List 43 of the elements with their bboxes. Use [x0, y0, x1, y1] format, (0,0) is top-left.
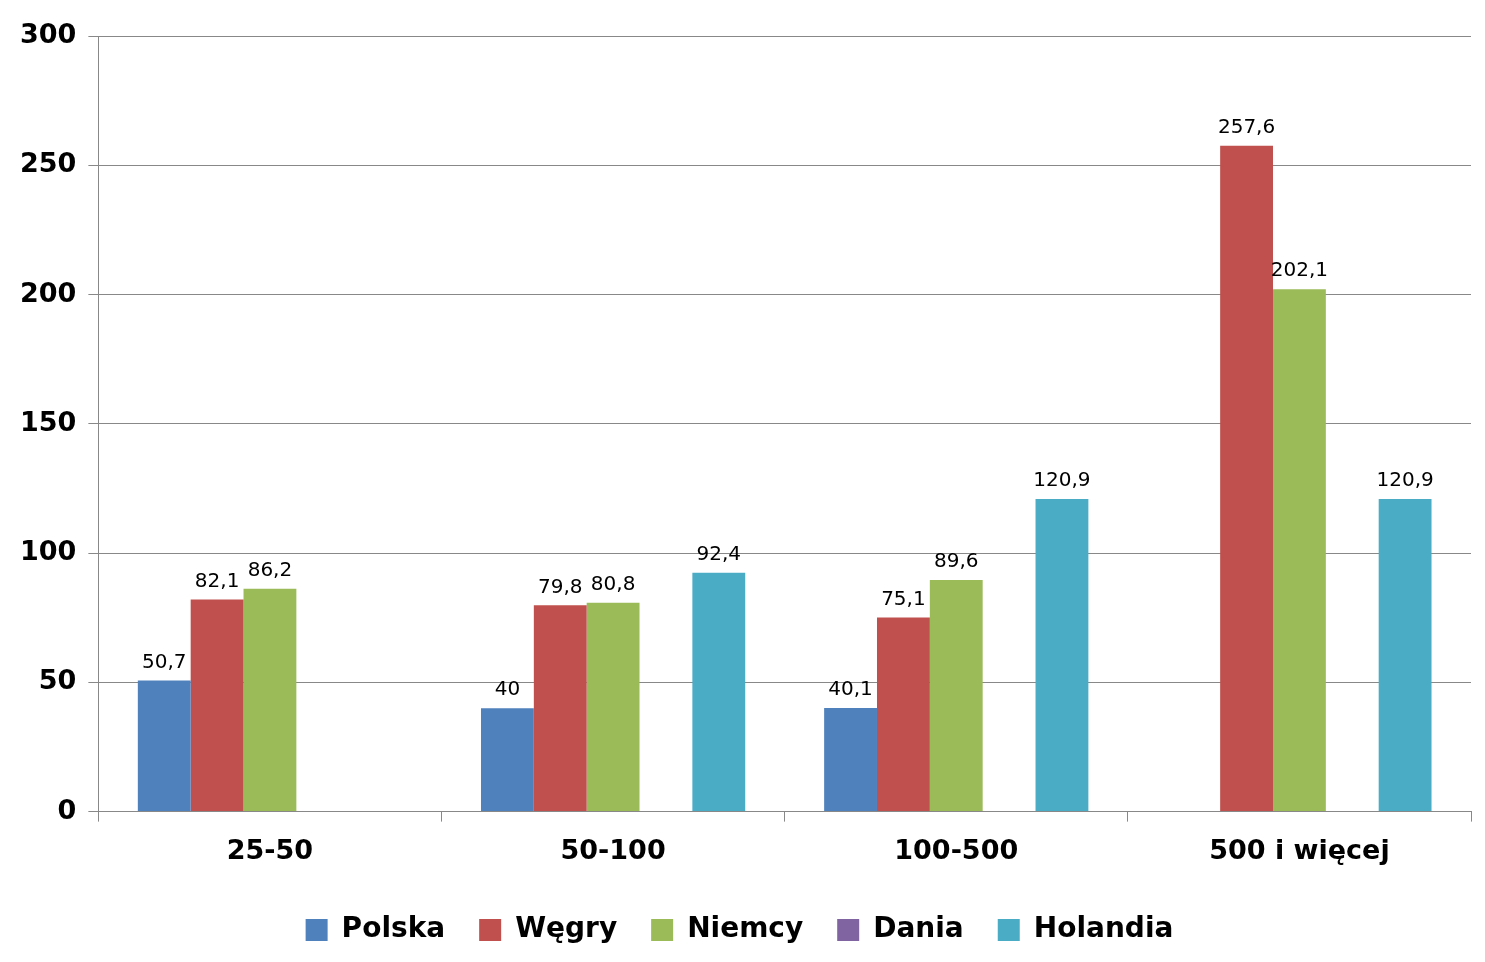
y-tick-label: 200 [19, 276, 77, 308]
bar [876, 617, 930, 812]
bar [480, 708, 534, 812]
bar [692, 572, 746, 812]
data-label: 89,6 [933, 548, 979, 573]
x-tick-label: 100-500 [894, 833, 1019, 865]
bar [243, 588, 297, 812]
bar [1220, 145, 1273, 812]
y-tick-label: 0 [57, 793, 77, 825]
bar [1273, 289, 1326, 812]
x-tick-label: 25-50 [226, 833, 314, 865]
y-tick-label: 300 [19, 18, 77, 50]
data-label: 120,9 [1033, 467, 1091, 492]
bar [190, 599, 244, 812]
x-tick-label: 500 i więcej [1209, 833, 1390, 865]
legend-label: Węgry [515, 911, 618, 945]
data-label: 40 [494, 676, 521, 701]
legend-label: Niemcy [687, 911, 804, 945]
x-tick-label: 50-100 [560, 833, 666, 865]
data-label: 50,7 [141, 648, 187, 673]
y-tick-label: 50 [38, 664, 77, 696]
bar [1035, 499, 1089, 812]
bar [1378, 499, 1432, 812]
bar [824, 707, 877, 812]
legend-label: Polska [341, 911, 446, 945]
data-label: 40,1 [828, 676, 873, 701]
data-label: 86,2 [247, 557, 293, 581]
bar [137, 680, 191, 812]
data-label: 92,4 [696, 540, 742, 565]
data-label: 75,1 [881, 585, 926, 610]
data-label: 120,9 [1376, 467, 1434, 492]
y-tick-label: 250 [19, 147, 77, 179]
data-label: 257,6 [1217, 113, 1276, 138]
data-label: 82,1 [194, 567, 240, 592]
y-tick-label: 100 [19, 535, 77, 567]
y-tick-label: 150 [19, 405, 77, 437]
bar [586, 602, 640, 812]
data-label: 79,8 [537, 573, 583, 598]
bar [533, 605, 587, 812]
bar [929, 580, 983, 812]
data-label: 80,8 [590, 570, 636, 595]
legend-label: Dania [873, 911, 964, 945]
legend-label: Holandia [1033, 911, 1174, 945]
